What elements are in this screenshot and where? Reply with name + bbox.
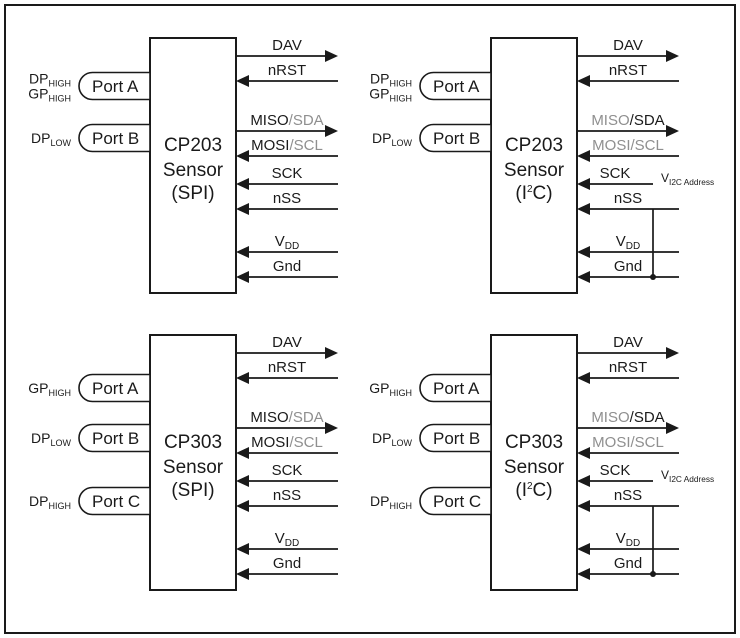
- svg-text:Gnd: Gnd: [614, 258, 642, 275]
- svg-text:(SPI): (SPI): [171, 183, 214, 204]
- svg-text:nSS: nSS: [614, 190, 642, 207]
- svg-text:nRST: nRST: [268, 62, 306, 79]
- svg-text:MISO/SDA: MISO/SDA: [591, 409, 664, 426]
- svg-text:DPLOW: DPLOW: [372, 430, 412, 448]
- svg-text:MISO/SDA: MISO/SDA: [250, 409, 323, 426]
- svg-text:CP303: CP303: [505, 432, 563, 453]
- svg-text:nSS: nSS: [614, 487, 642, 504]
- svg-text:Port B: Port B: [433, 129, 480, 148]
- svg-text:Port C: Port C: [433, 492, 481, 511]
- svg-text:DAV: DAV: [272, 334, 302, 351]
- svg-text:DAV: DAV: [613, 334, 643, 351]
- svg-text:CP303: CP303: [164, 432, 222, 453]
- svg-text:DPLOW: DPLOW: [372, 130, 412, 148]
- svg-text:Port A: Port A: [433, 379, 480, 398]
- svg-text:CP203: CP203: [164, 135, 222, 156]
- svg-text:DPLOW: DPLOW: [31, 430, 71, 448]
- svg-text:VI2C Address: VI2C Address: [661, 171, 714, 187]
- svg-text:VDD: VDD: [616, 530, 640, 549]
- svg-text:SCK: SCK: [600, 462, 631, 479]
- svg-text:MOSI/SCL: MOSI/SCL: [251, 137, 323, 154]
- svg-text:Port B: Port B: [92, 429, 139, 448]
- svg-text:SCK: SCK: [600, 165, 631, 182]
- svg-text:Gnd: Gnd: [273, 555, 301, 572]
- svg-text:nRST: nRST: [609, 62, 647, 79]
- svg-text:VDD: VDD: [275, 530, 299, 549]
- svg-text:MISO/SDA: MISO/SDA: [250, 112, 323, 129]
- svg-text:Port A: Port A: [92, 379, 139, 398]
- svg-text:Port C: Port C: [92, 492, 140, 511]
- svg-text:VDD: VDD: [275, 233, 299, 252]
- svg-text:(I2C): (I2C): [515, 480, 552, 501]
- svg-text:DAV: DAV: [272, 37, 302, 54]
- svg-text:nRST: nRST: [268, 359, 306, 376]
- svg-text:Sensor: Sensor: [163, 160, 224, 181]
- svg-text:Port A: Port A: [92, 77, 139, 96]
- svg-text:VDD: VDD: [616, 233, 640, 252]
- svg-text:VI2C Address: VI2C Address: [661, 468, 714, 484]
- svg-text:(SPI): (SPI): [171, 480, 214, 501]
- svg-text:nRST: nRST: [609, 359, 647, 376]
- svg-text:Port A: Port A: [433, 77, 480, 96]
- svg-text:MOSI/SCL: MOSI/SCL: [592, 434, 664, 451]
- svg-text:GPHIGH: GPHIGH: [28, 380, 71, 398]
- svg-text:SCK: SCK: [272, 165, 303, 182]
- svg-text:DAV: DAV: [613, 37, 643, 54]
- svg-text:MISO/SDA: MISO/SDA: [591, 112, 664, 129]
- svg-text:Sensor: Sensor: [504, 457, 565, 478]
- svg-text:Gnd: Gnd: [273, 258, 301, 275]
- svg-text:SCK: SCK: [272, 462, 303, 479]
- svg-text:MOSI/SCL: MOSI/SCL: [251, 434, 323, 451]
- svg-text:Sensor: Sensor: [504, 160, 565, 181]
- svg-text:nSS: nSS: [273, 487, 301, 504]
- svg-text:nSS: nSS: [273, 190, 301, 207]
- svg-text:GPHIGH: GPHIGH: [369, 380, 412, 398]
- svg-text:(I2C): (I2C): [515, 183, 552, 204]
- svg-text:Sensor: Sensor: [163, 457, 224, 478]
- svg-text:CP203: CP203: [505, 135, 563, 156]
- svg-text:DPLOW: DPLOW: [31, 130, 71, 148]
- svg-text:Port B: Port B: [92, 129, 139, 148]
- svg-text:Port B: Port B: [433, 429, 480, 448]
- svg-text:DPHIGH: DPHIGH: [29, 493, 71, 511]
- svg-text:MOSI/SCL: MOSI/SCL: [592, 137, 664, 154]
- svg-text:DPHIGH: DPHIGH: [370, 493, 412, 511]
- svg-text:Gnd: Gnd: [614, 555, 642, 572]
